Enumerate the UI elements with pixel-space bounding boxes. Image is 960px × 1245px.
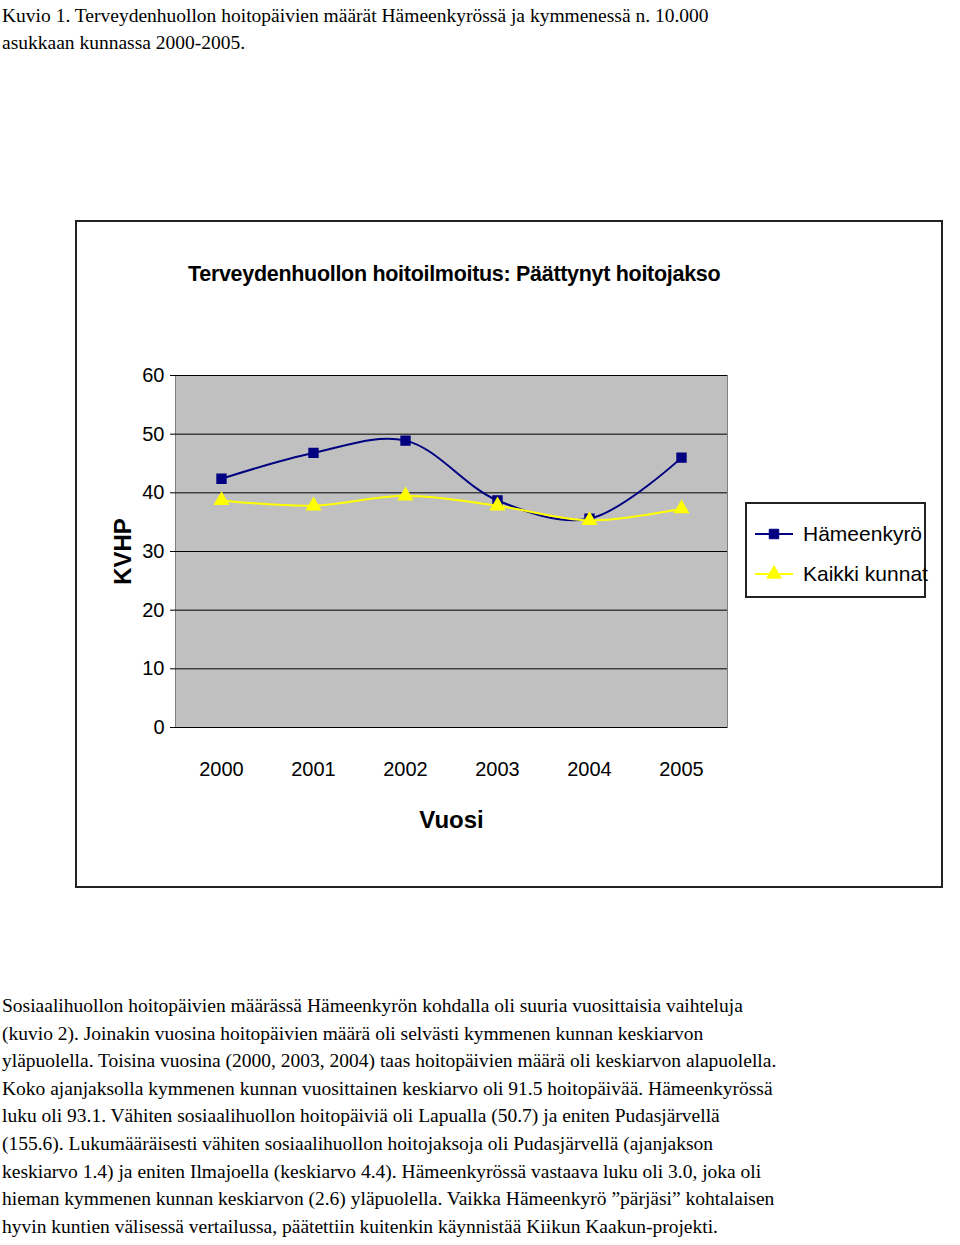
html-text:Koko ajanjaksolla kymmenen kun: Koko ajanjaksolla kymmenen kunnan vuosit… (2, 1077, 773, 1099)
html-text:hyvin kuntien välisessä vertai: hyvin kuntien välisessä vertailussa, pää… (2, 1215, 718, 1237)
html-text:Hämeenkyrö: Hämeenkyrö (803, 522, 923, 545)
svg-text:2003: 2003 (475, 758, 520, 780)
html-text:Kaikki kunnat: Kaikki kunnat (803, 562, 928, 585)
svg-text:0: 0 (153, 716, 164, 738)
svg-text:40: 40 (142, 481, 164, 503)
svg-text:20: 20 (142, 599, 164, 621)
html-text:asukkaan kunnassa 2000-2005.: asukkaan kunnassa 2000-2005. (2, 32, 246, 53)
svg-text:2002: 2002 (383, 758, 428, 780)
svg-text:60: 60 (142, 364, 164, 386)
svg-text:2001: 2001 (291, 758, 336, 780)
html-text:luku oli 93.1. Vähiten sosiaal: luku oli 93.1. Vähiten sosiaalihuollon h… (2, 1105, 720, 1127)
html-text:Terveydenhuollon hoitoilmoitus: Terveydenhuollon hoitoilmoitus: Päättyny… (188, 262, 721, 286)
html-text:hieman kymmenen kunnan keskiar: hieman kymmenen kunnan keskiarvon (2.6) … (2, 1188, 775, 1210)
html-text:Sosiaalihuollon hoitopäivien m: Sosiaalihuollon hoitopäivien määrässä Hä… (2, 995, 743, 1016)
svg-text:KVHP: KVHP (109, 518, 136, 585)
svg-text:50: 50 (142, 423, 164, 445)
svg-text:30: 30 (142, 540, 164, 562)
html-text:Kuvio 1. Terveydenhuollon hoit: Kuvio 1. Terveydenhuollon hoitopäivien m… (2, 5, 709, 26)
svg-text:2000: 2000 (199, 758, 244, 780)
svg-text:Vuosi: Vuosi (419, 806, 483, 833)
html-text:keskiarvo 1.4) ja eniten Ilmaj: keskiarvo 1.4) ja eniten Ilmajoella (kes… (2, 1160, 762, 1182)
svg-text:2005: 2005 (659, 758, 704, 780)
html-text:(kuvio 2). Joinakin vuosina ho: (kuvio 2). Joinakin vuosina hoitopäivien… (2, 1022, 704, 1044)
svg-text:10: 10 (142, 657, 164, 679)
svg-text:2004: 2004 (567, 758, 612, 780)
html-text:(155.6). Lukumääräisesti vähit: (155.6). Lukumääräisesti vähiten sosiaal… (2, 1133, 713, 1154)
html-text:yläpuolella. Toisina vuosina (: yläpuolella. Toisina vuosina (2000, 2003… (2, 1050, 777, 1072)
